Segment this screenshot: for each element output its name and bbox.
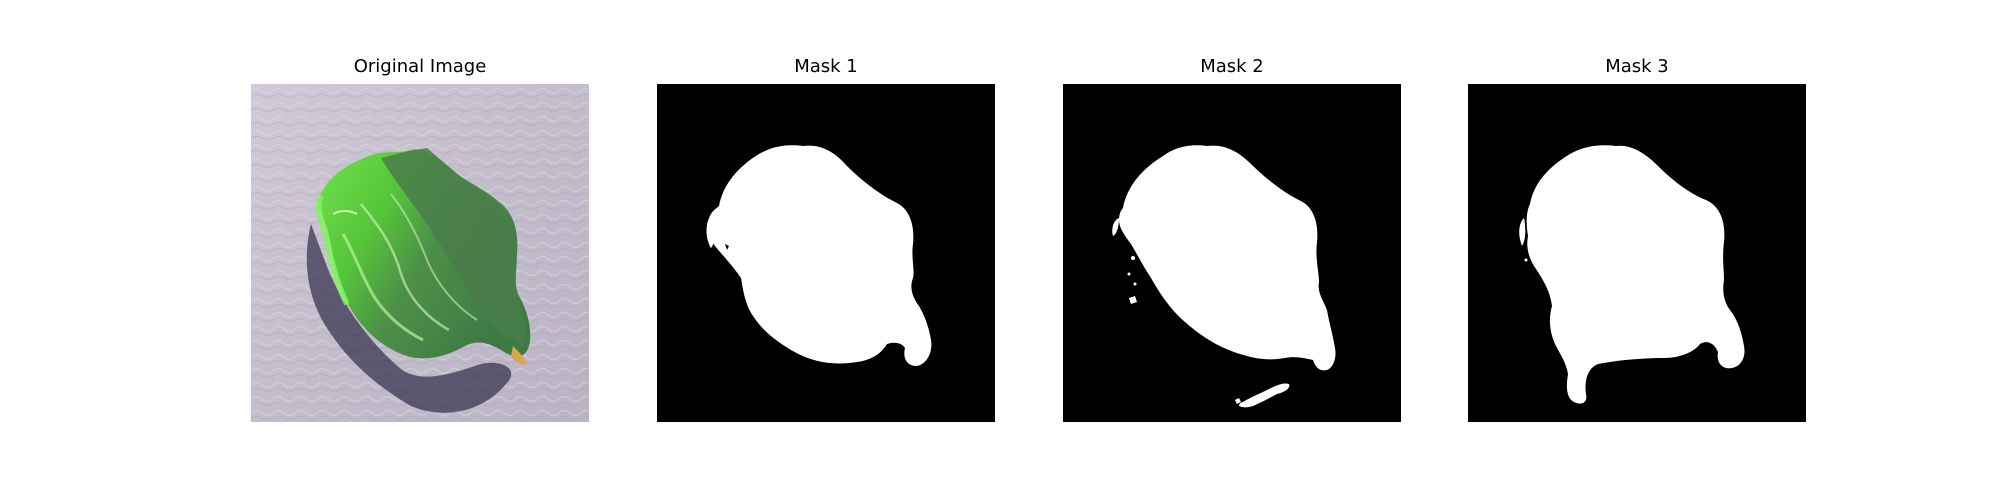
mask-1-canvas xyxy=(657,84,995,422)
mask-2-canvas xyxy=(1063,84,1401,422)
panel-title-mask-2: Mask 2 xyxy=(1200,56,1264,77)
rock-shadow xyxy=(306,224,512,413)
mask-speck xyxy=(1129,296,1137,304)
mask-fragment xyxy=(1239,383,1290,408)
mask-2-image xyxy=(1063,84,1401,422)
panel-title-mask-1: Mask 1 xyxy=(794,56,858,77)
mask-3-canvas xyxy=(1468,84,1806,422)
mask-3-image xyxy=(1468,84,1806,422)
rock-tip xyxy=(511,346,527,365)
panel-title-mask-3: Mask 3 xyxy=(1605,56,1669,77)
mask-region xyxy=(1112,218,1119,236)
mask-region xyxy=(1119,145,1336,371)
mask-speck xyxy=(1524,258,1528,262)
mask-fragment xyxy=(1235,398,1241,404)
original-image-canvas xyxy=(251,84,589,422)
mask-region xyxy=(1519,218,1526,246)
rock-edge xyxy=(315,194,350,306)
mask-speck xyxy=(1127,272,1131,276)
mask-speck xyxy=(1131,256,1135,260)
rock-dark-face xyxy=(381,148,526,346)
mask-region xyxy=(1526,145,1745,404)
original-image xyxy=(251,84,589,422)
mask-region xyxy=(708,145,932,366)
mask-speck xyxy=(1133,282,1137,286)
rock-highlight xyxy=(332,210,358,215)
mask-1-image xyxy=(657,84,995,422)
rock-highlight xyxy=(341,233,424,342)
mask-region xyxy=(706,214,715,248)
panel-title-original: Original Image xyxy=(353,56,487,77)
rock-highlight xyxy=(390,193,478,321)
mask-hole xyxy=(725,244,729,250)
rock-highlight xyxy=(360,203,450,332)
